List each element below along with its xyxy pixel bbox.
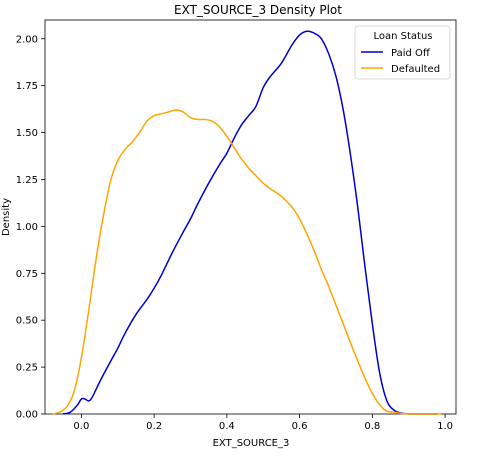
y-tick-label: 0.00	[16, 410, 38, 421]
y-tick-label: 1.50	[16, 128, 38, 139]
x-tick-label: 0.0	[73, 421, 89, 432]
x-axis: 0.0 0.2 0.4 0.6 0.8 1.0	[73, 414, 453, 432]
x-tick-label: 1.0	[437, 421, 453, 432]
legend: Loan Status Paid Off Defaulted	[354, 25, 451, 80]
series-lines	[52, 30, 442, 415]
y-tick-label: 0.50	[16, 316, 38, 327]
y-tick-label: 0.25	[16, 363, 38, 374]
y-tick-label: 1.75	[16, 81, 38, 92]
legend-box	[354, 25, 451, 80]
chart-title: EXT_SOURCE_3 Density Plot	[174, 3, 342, 17]
y-tick-label: 2.00	[16, 34, 38, 45]
x-tick-label: 0.2	[146, 421, 162, 432]
x-tick-label: 0.6	[292, 421, 308, 432]
series-line-paid-off	[63, 30, 438, 415]
legend-title: Loan Status	[373, 31, 432, 42]
y-axis-label: Density	[1, 198, 12, 236]
x-tick-label: 0.4	[219, 421, 235, 432]
legend-label-paid-off: Paid Off	[391, 48, 431, 59]
x-axis-label: EXT_SOURCE_3	[213, 438, 290, 449]
plot-frame	[44, 19, 457, 415]
series-line-defaulted	[52, 109, 442, 415]
y-tick-label: 1.00	[16, 222, 38, 233]
y-tick-label: 1.25	[16, 175, 38, 186]
x-tick-label: 0.8	[364, 421, 380, 432]
legend-label-defaulted: Defaulted	[391, 64, 440, 75]
y-axis: 0.00 0.25 0.50 0.75 1.00 1.25 1.50 1.75 2.00	[16, 34, 45, 421]
y-tick-label: 0.75	[16, 269, 38, 280]
